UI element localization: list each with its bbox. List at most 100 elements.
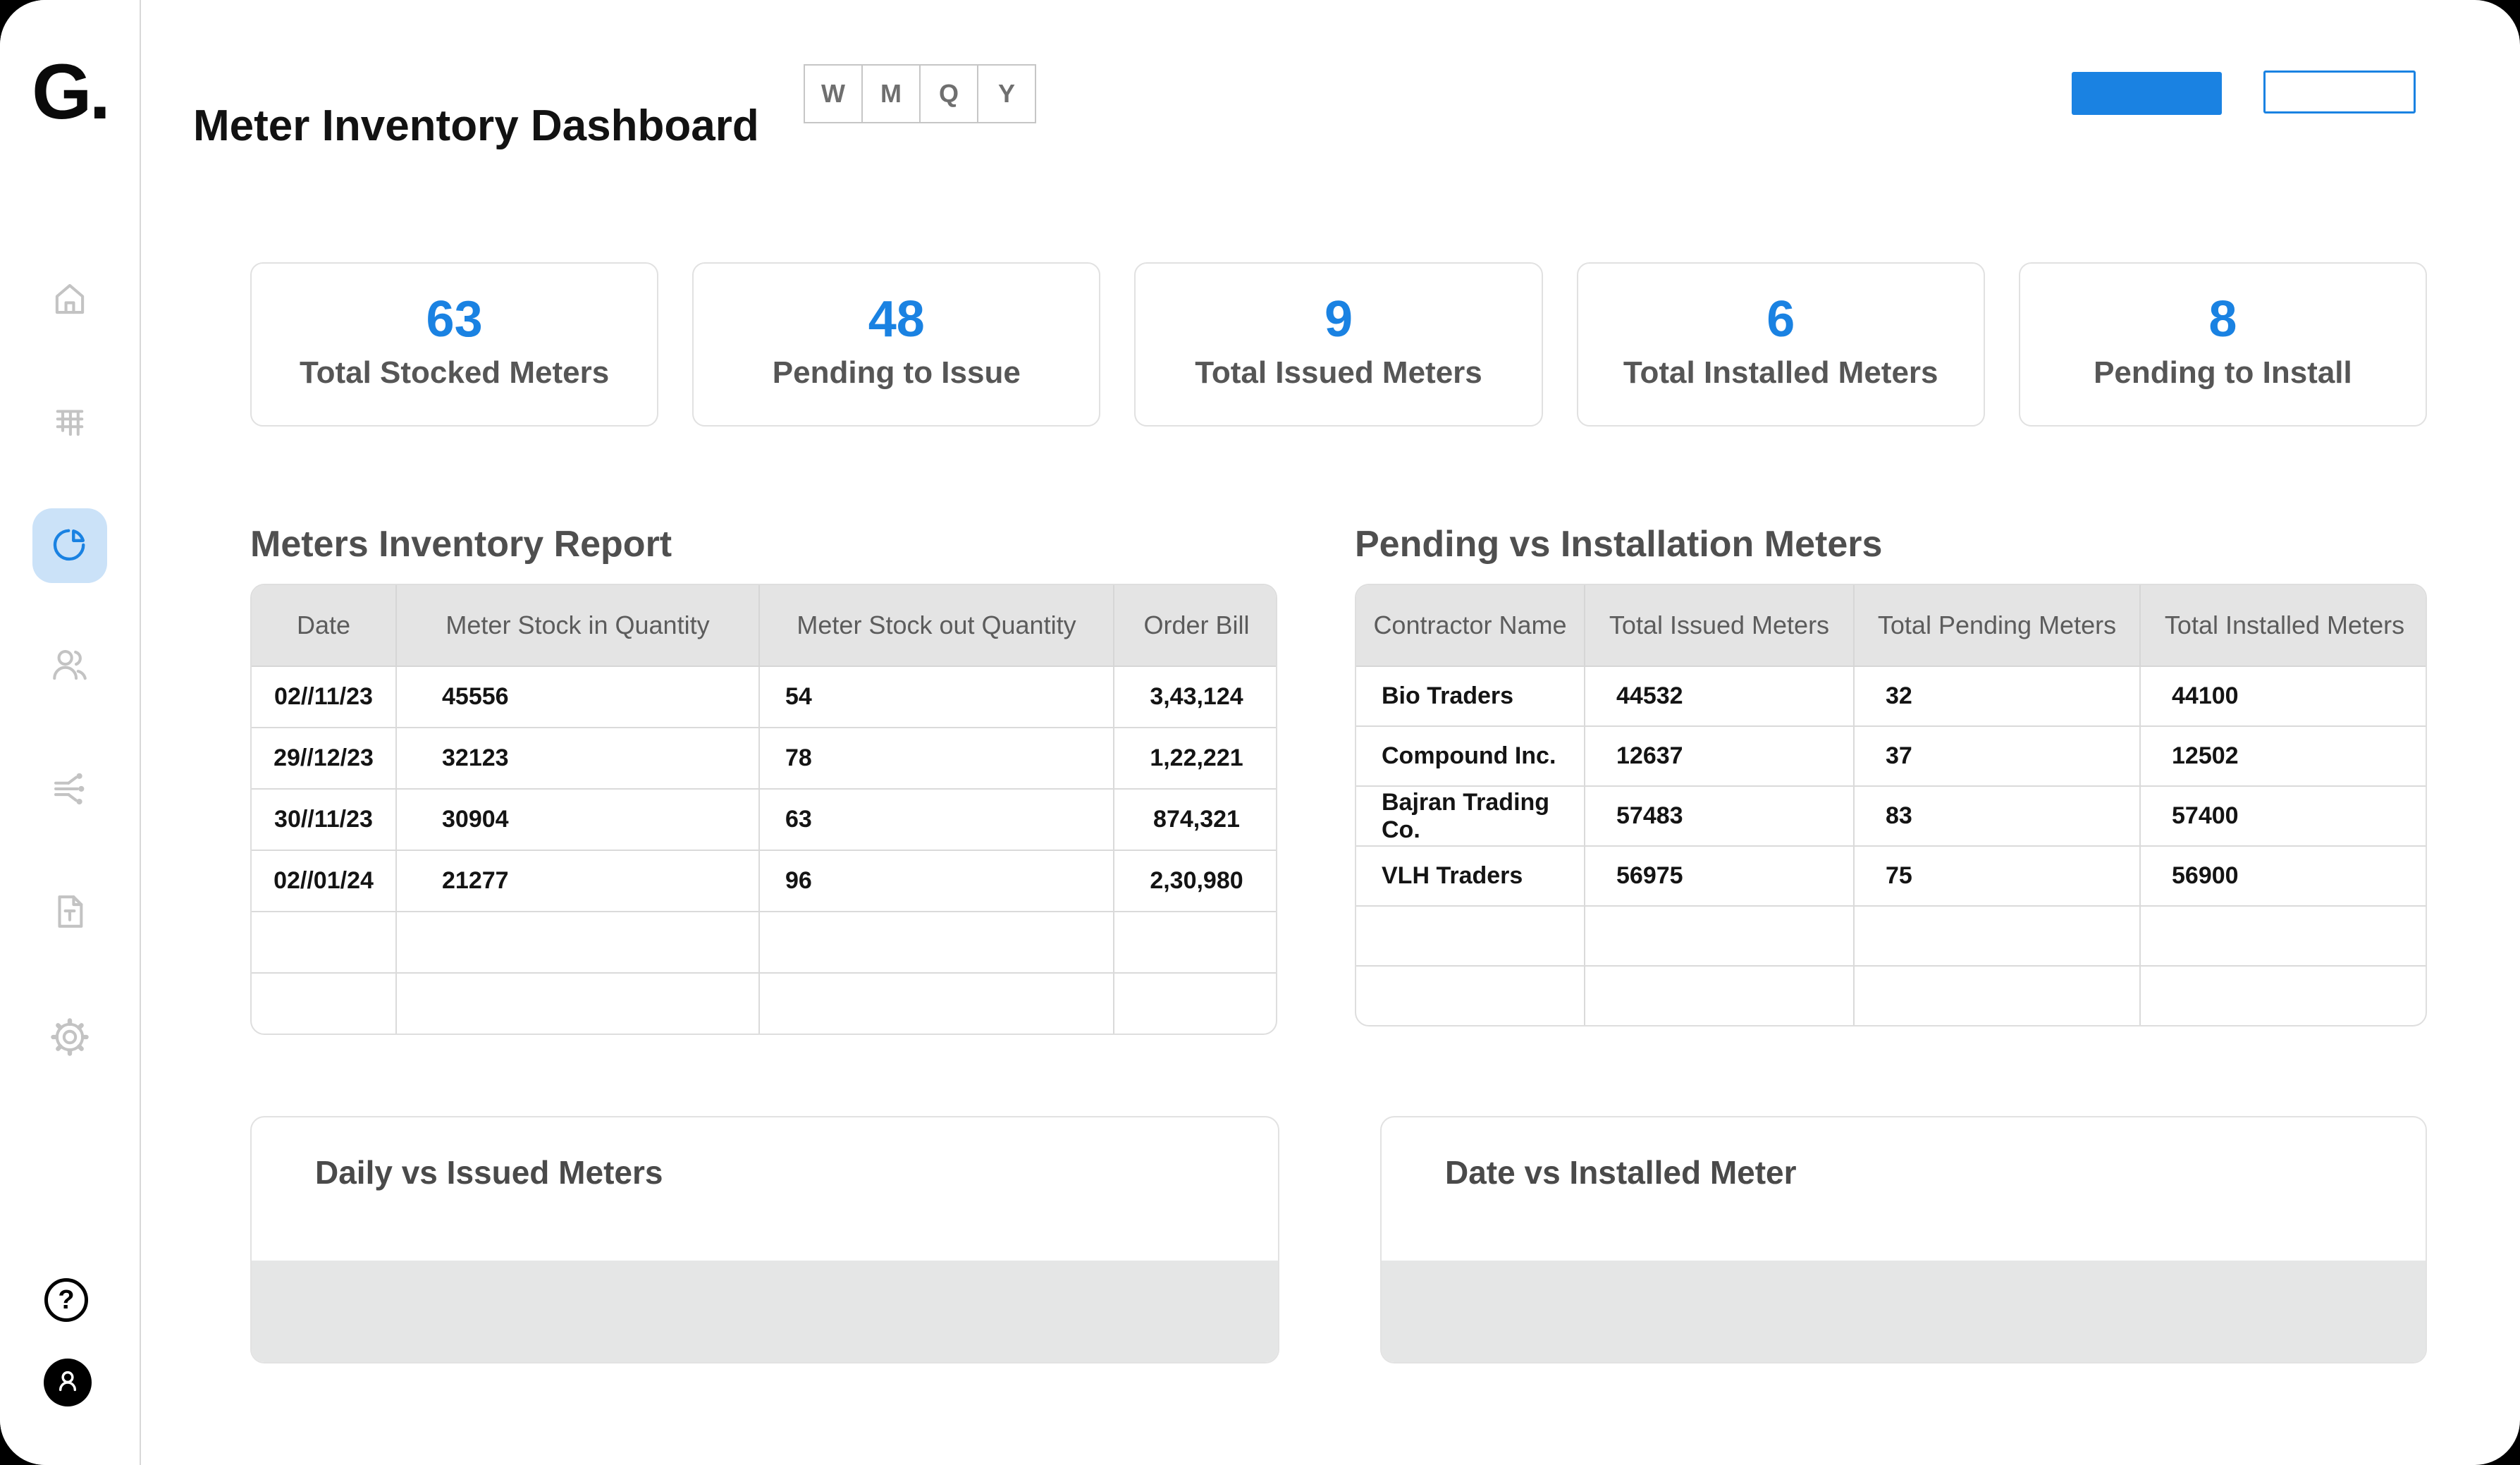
column-header-contractor: Contractor Name [1356,585,1585,667]
chart-plot-placeholder [1382,1261,2426,1362]
table-row: 02//11/23 45556 54 3,43,124 [252,666,1276,728]
cell-contractor: Bio Traders [1356,666,1585,727]
pending-vs-installation-title: Pending vs Installation Meters [1355,524,1883,565]
table-row-empty [1356,966,2426,1025]
table-row: 29//12/23 32123 78 1,22,221 [252,728,1276,790]
table-grid-icon [49,401,90,446]
flow-icon [49,768,90,812]
column-header-stock-in: Meter Stock in Quantity [396,585,760,667]
sidebar-item-dashboard[interactable] [32,508,107,583]
cell-stock-in: 45556 [396,666,760,728]
page-title: Meter Inventory Dashboard [193,101,759,150]
sidebar: G. [0,0,141,1465]
user-avatar[interactable] [44,1359,92,1406]
stat-label: Total Installed Meters [1623,355,1938,390]
sidebar-item-settings[interactable] [32,1001,107,1076]
stat-card-total-issued: 9 Total Issued Meters [1134,262,1543,427]
table-row-empty [252,973,1276,1034]
stat-card-pending-install: 8 Pending to Install [2018,262,2428,427]
cell-contractor: VLH Traders [1356,846,1585,907]
cell-date: 02//11/23 [252,666,397,728]
date-vs-installed-chart-card: Date vs Installed Meter [1380,1116,2427,1363]
cell-date: 29//12/23 [252,728,397,790]
stat-cards-row: 63 Total Stocked Meters 48 Pending to Is… [250,262,2428,427]
column-header-issued: Total Issued Meters [1585,585,1855,667]
sidebar-item-users[interactable] [32,630,107,704]
app-logo: G. [31,49,111,135]
cell-stock-in: 21277 [396,850,760,912]
stat-label: Total Stocked Meters [299,355,610,390]
cell-pending: 75 [1854,846,2141,907]
column-header-stock-out: Meter Stock out Quantity [759,585,1114,667]
stat-card-pending-issue: 48 Pending to Issue [692,262,1101,427]
period-option-week[interactable]: W [805,66,863,122]
cell-stock-in: 32123 [396,728,760,790]
table-row: Bio Traders 44532 32 44100 [1356,666,2426,727]
cell-installed: 56900 [2140,846,2426,907]
cell-contractor: Bajran Trading Co. [1356,786,1585,847]
stat-value: 63 [426,290,483,348]
cell-issued: 56975 [1585,846,1855,907]
cell-date: 30//11/23 [252,789,397,851]
users-icon [49,645,90,689]
column-header-date: Date [252,585,397,667]
text-document-icon [49,891,90,936]
period-option-year[interactable]: Y [978,66,1035,122]
help-button[interactable]: ? [44,1278,88,1322]
table-row-empty [1356,906,2426,967]
chart-title: Daily vs Issued Meters [315,1154,663,1191]
cell-contractor: Compound Inc. [1356,726,1585,787]
settings-gear-icon [49,1017,90,1061]
column-header-order-bill: Order Bill [1114,585,1276,667]
stat-value: 9 [1324,290,1353,348]
sidebar-item-home[interactable] [32,263,107,338]
table-row: Compound Inc. 12637 37 12502 [1356,726,2426,787]
daily-vs-issued-chart-card: Daily vs Issued Meters [250,1116,1279,1363]
cell-stock-out: 78 [759,728,1114,790]
table-header-row: Contractor Name Total Issued Meters Tota… [1356,585,2426,667]
table-row: 02//01/24 21277 96 2,30,980 [252,850,1276,912]
period-option-month[interactable]: M [863,66,921,122]
table-row: Bajran Trading Co. 57483 83 57400 [1356,786,2426,847]
cell-stock-in: 30904 [396,789,760,851]
pending-vs-installation-table: Contractor Name Total Issued Meters Tota… [1355,584,2427,1026]
sidebar-item-flows[interactable] [32,752,107,827]
chart-title: Date vs Installed Meter [1445,1154,1797,1191]
inventory-report-title: Meters Inventory Report [250,524,672,565]
stat-value: 8 [2208,290,2237,348]
home-icon [49,278,90,323]
secondary-action-button[interactable] [2263,71,2416,114]
cell-pending: 83 [1854,786,2141,847]
stat-label: Total Issued Meters [1195,355,1482,390]
cell-installed: 57400 [2140,786,2426,847]
stat-value: 6 [1766,290,1795,348]
period-toggle: W M Q Y [804,64,1036,123]
cell-stock-out: 96 [759,850,1114,912]
cell-pending: 32 [1854,666,2141,727]
question-mark-icon: ? [58,1285,75,1315]
stat-value: 48 [868,290,925,348]
inventory-report-table: Date Meter Stock in Quantity Meter Stock… [250,584,1277,1035]
person-icon [52,1366,83,1400]
pie-chart-icon [50,525,90,568]
cell-pending: 37 [1854,726,2141,787]
cell-order-bill: 2,30,980 [1114,850,1276,912]
stat-label: Pending to Install [2094,355,2352,390]
cell-order-bill: 1,22,221 [1114,728,1276,790]
stat-card-total-stocked: 63 Total Stocked Meters [250,262,659,427]
cell-issued: 44532 [1585,666,1855,727]
column-header-installed: Total Installed Meters [2140,585,2426,667]
cell-date: 02//01/24 [252,850,397,912]
primary-action-button[interactable] [2072,72,2222,115]
period-option-quarter[interactable]: Q [921,66,978,122]
cell-installed: 44100 [2140,666,2426,727]
cell-stock-out: 54 [759,666,1114,728]
table-row: VLH Traders 56975 75 56900 [1356,846,2426,907]
table-header-row: Date Meter Stock in Quantity Meter Stock… [252,585,1276,667]
sidebar-item-documents[interactable] [32,876,107,950]
stat-label: Pending to Issue [772,355,1021,390]
cell-issued: 57483 [1585,786,1855,847]
sidebar-item-tables[interactable] [32,386,107,460]
stat-card-total-installed: 6 Total Installed Meters [1576,262,1985,427]
